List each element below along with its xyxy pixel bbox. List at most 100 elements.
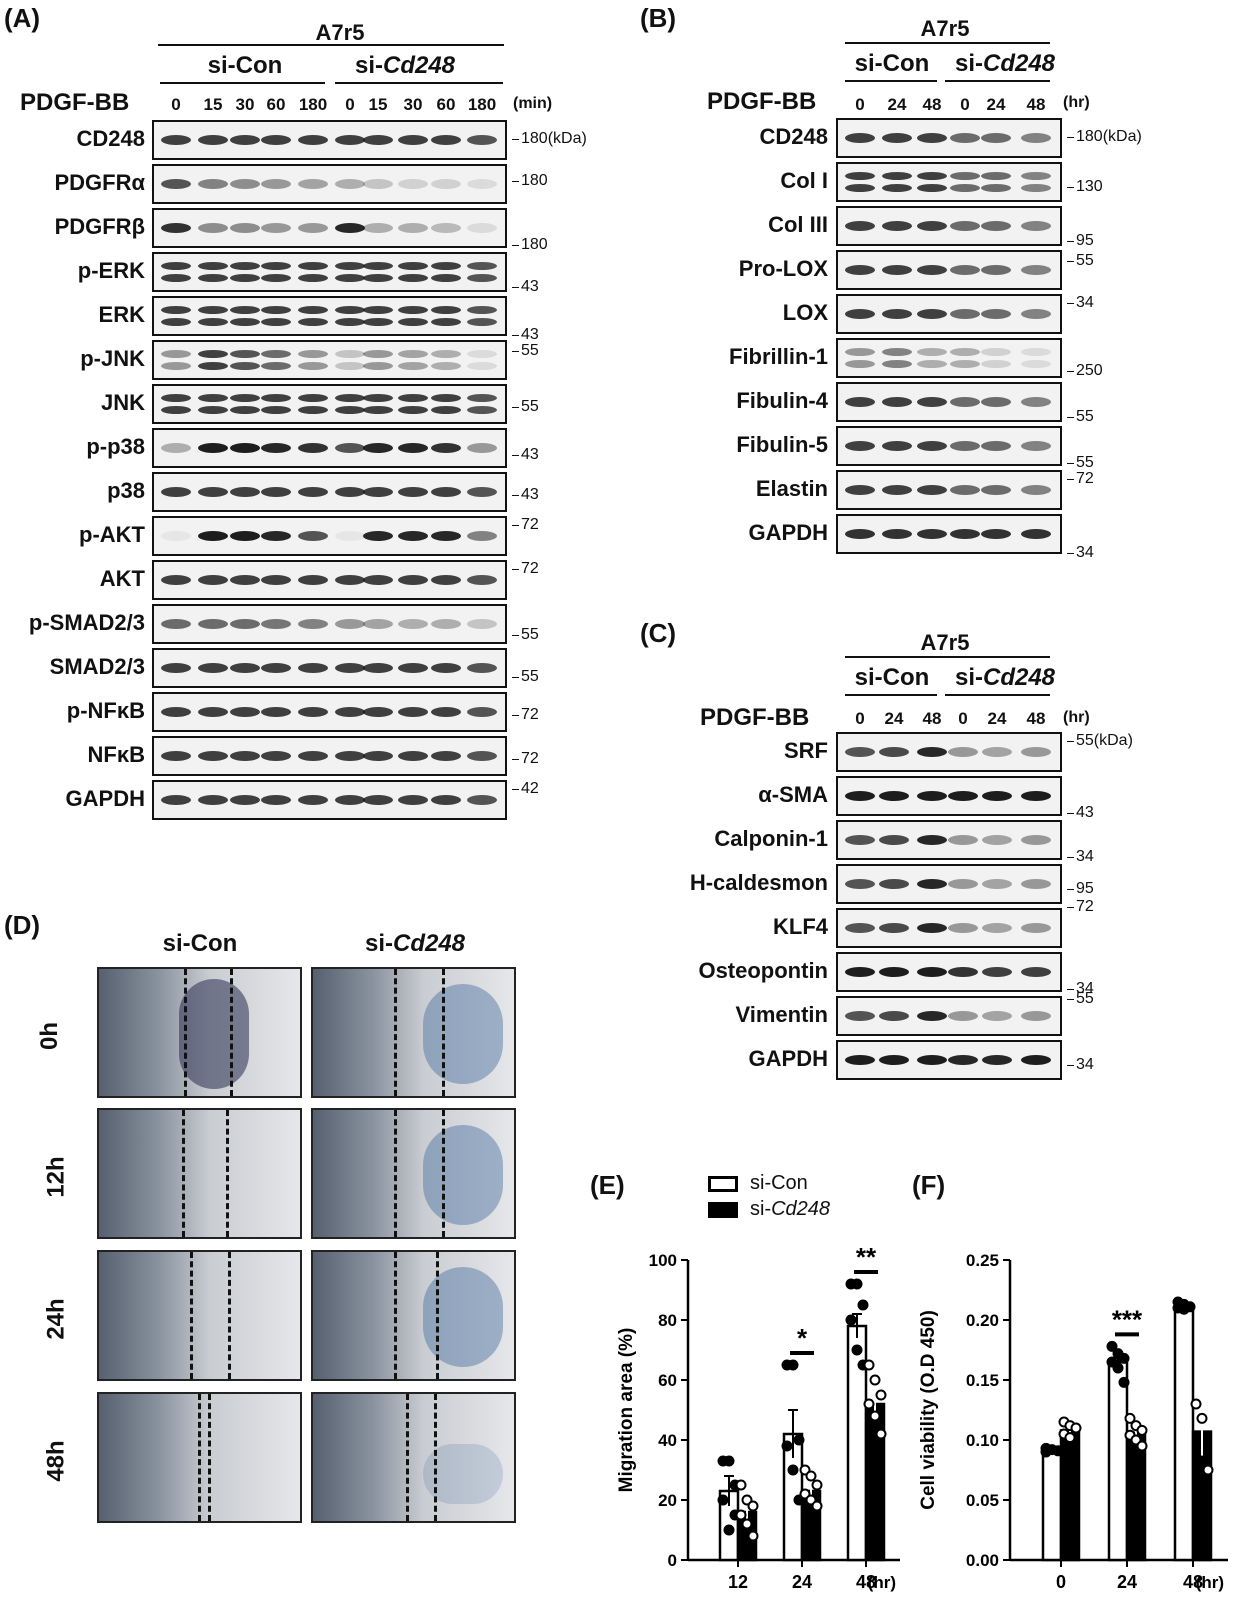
band	[431, 619, 461, 629]
band	[298, 318, 328, 326]
mw-marker: 43	[512, 326, 539, 343]
scratch-image	[311, 1392, 516, 1523]
band	[298, 223, 328, 233]
time-label: 48	[1026, 709, 1046, 728]
band	[335, 707, 365, 717]
band	[982, 1011, 1012, 1021]
band	[298, 350, 328, 358]
band	[161, 619, 191, 629]
time-label: 60	[436, 95, 456, 114]
wound-edge-line	[226, 1110, 229, 1237]
band	[398, 262, 428, 270]
blot-label: α-SMA	[758, 782, 828, 807]
y-tick-label: 20	[658, 1491, 677, 1510]
band	[917, 967, 947, 977]
mw-marker: 55	[1067, 252, 1094, 269]
time-label: 24	[884, 709, 904, 728]
band	[198, 575, 228, 585]
blot-strip	[836, 514, 1062, 554]
band	[161, 135, 191, 145]
band	[1021, 879, 1051, 889]
band	[335, 274, 365, 282]
mw-marker: 180(kDa)	[1067, 128, 1142, 145]
band	[950, 221, 980, 231]
band	[198, 531, 228, 541]
blot-label: SMAD2/3	[49, 654, 145, 679]
band	[335, 619, 365, 629]
band	[398, 619, 428, 629]
band	[230, 318, 260, 326]
scratch-image	[97, 967, 302, 1098]
band	[298, 795, 328, 805]
band	[917, 485, 947, 495]
band	[882, 529, 912, 539]
blot-strip	[836, 996, 1062, 1036]
band	[161, 443, 191, 453]
band	[948, 1055, 978, 1065]
time-label: 24	[986, 95, 1006, 114]
band	[981, 309, 1011, 319]
y-tick-label: 80	[658, 1311, 677, 1330]
data-point	[1040, 1446, 1052, 1458]
time-label: 0	[960, 95, 970, 114]
scratch-image	[97, 1250, 302, 1381]
band	[882, 348, 912, 356]
band	[917, 529, 947, 539]
band	[335, 531, 365, 541]
band	[261, 663, 291, 673]
y-tick-label: 40	[658, 1431, 677, 1450]
band	[230, 575, 260, 585]
band	[917, 221, 947, 231]
time-label: 48	[1026, 95, 1046, 114]
band	[982, 967, 1012, 977]
band	[198, 707, 228, 717]
band	[845, 397, 875, 407]
mw-marker: 72	[512, 560, 539, 577]
blot-label: SRF	[784, 738, 828, 763]
band	[948, 879, 978, 889]
band	[845, 265, 875, 275]
band	[467, 394, 497, 402]
band	[261, 274, 291, 282]
y-axis-label: Migration area (%)	[616, 1328, 637, 1493]
band	[431, 179, 461, 189]
band	[161, 274, 191, 282]
band	[950, 441, 980, 451]
panel-a-group-bar-1	[160, 82, 325, 84]
wound-edge-line	[208, 1394, 211, 1521]
band	[1021, 133, 1051, 143]
band	[198, 274, 228, 282]
band	[982, 923, 1012, 933]
band	[845, 485, 875, 495]
data-point	[845, 1314, 857, 1326]
wound-edge-line	[406, 1394, 409, 1521]
band	[363, 274, 393, 282]
time-label: 0	[171, 95, 181, 114]
data-point	[805, 1470, 817, 1482]
panel-b-group-bar-1	[845, 80, 937, 82]
time-label: 0	[345, 95, 355, 114]
time-label: 15	[203, 95, 223, 114]
blot-label: NFκB	[87, 742, 145, 767]
band	[363, 619, 393, 629]
band	[917, 348, 947, 356]
band	[363, 406, 393, 414]
mw-marker: 43	[512, 486, 539, 503]
band	[398, 443, 428, 453]
band	[298, 531, 328, 541]
wound-edge-line	[228, 1252, 231, 1379]
band	[882, 221, 912, 231]
band	[230, 707, 260, 717]
panel-a-cell-line: A7r5	[315, 20, 365, 45]
band	[261, 318, 291, 326]
band	[845, 529, 875, 539]
band	[398, 487, 428, 497]
mw-marker: 34	[1067, 1056, 1094, 1073]
data-point	[811, 1500, 823, 1512]
band	[431, 350, 461, 358]
data-point	[875, 1389, 887, 1401]
band	[198, 306, 228, 314]
band	[845, 1011, 875, 1021]
blot-strip	[152, 340, 507, 380]
band	[161, 350, 191, 358]
